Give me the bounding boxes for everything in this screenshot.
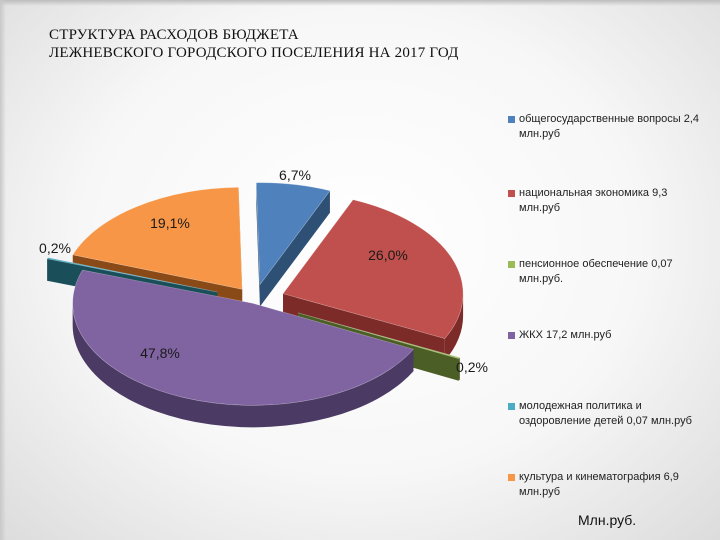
data-label-national-economy: 26,0% [368,247,408,263]
data-label-culture: 19,1% [150,215,190,231]
legend-swatch [508,403,515,410]
legend-label: общегосударственные вопросы 2,4 млн.руб [519,113,700,140]
slide-frame-top [0,0,720,6]
data-label-housing: 47,8% [140,345,180,361]
data-label-pension: 0,2% [456,359,488,375]
pie-slice-national-economy [282,199,464,361]
pie-slice-wall [259,190,330,307]
legend-swatch [508,190,515,197]
chart-title: СТРУКТУРА РАСХОДОВ БЮДЖЕТА ЛЕЖНЕВСКОГО Г… [49,26,459,62]
pie-slice-wall [256,182,260,307]
legend-label: ЖКХ 17,2 млн.руб [519,329,612,341]
legend-item-general-affairs: общегосударственные вопросы 2,4 млн.руб [508,112,708,142]
pie-slice-top [46,257,218,293]
pie-slice-housing [72,269,414,428]
data-label-general-affairs: 6,7% [279,167,311,183]
pie-slice-top [255,182,331,286]
legend-swatch [508,474,515,481]
data-label-youth-policy: 0,2% [39,240,71,256]
legend-swatch [508,261,515,268]
chart-title-line-1: СТРУКТУРА РАСХОДОВ БЮДЖЕТА [49,27,299,43]
chart-title-line-2: ЛЕЖНЕВСКОГО ГОРОДСКОГО ПОСЕЛЕНИЯ НА 2017… [49,45,459,61]
pie-slice-top [297,312,461,360]
pie-slice-rim [72,303,414,428]
legend-label: национальная экономика 9,3 млн.руб [519,187,668,214]
pie-slice-rim [444,293,464,361]
pie-slice-rim [458,357,460,381]
pie-slice-top [72,269,414,406]
slide-frame-left [0,0,6,540]
pie-slice-general-affairs [255,182,331,307]
pie-chart: 6,7% 26,0% 0,2% 47,8% 0,2% 19,1% [39,167,488,428]
legend-item-national-economy: национальная экономика 9,3 млн.руб [508,186,708,216]
unit-note: Млн.руб. [578,512,637,528]
legend-item-housing: ЖКХ 17,2 млн.руб [508,328,708,343]
legend-label: культура и кинематография 6,9 млн.руб [519,471,679,498]
legend-swatch [508,332,515,339]
pie-slice-top [72,186,243,290]
legend-label: пенсионное обеспечение 0,07 млн.руб. [519,258,673,285]
legend-item-culture: культура и кинематография 6,9 млн.руб [508,470,708,500]
pie-slice-top [282,199,464,339]
legend-item-youth-policy: молодежная политика и оздоровление детей… [508,399,708,429]
legend-item-pension: пенсионное обеспечение 0,07 млн.руб. [508,257,708,287]
legend-swatch [508,116,515,123]
legend-label: молодежная политика и оздоровление детей… [519,400,692,427]
